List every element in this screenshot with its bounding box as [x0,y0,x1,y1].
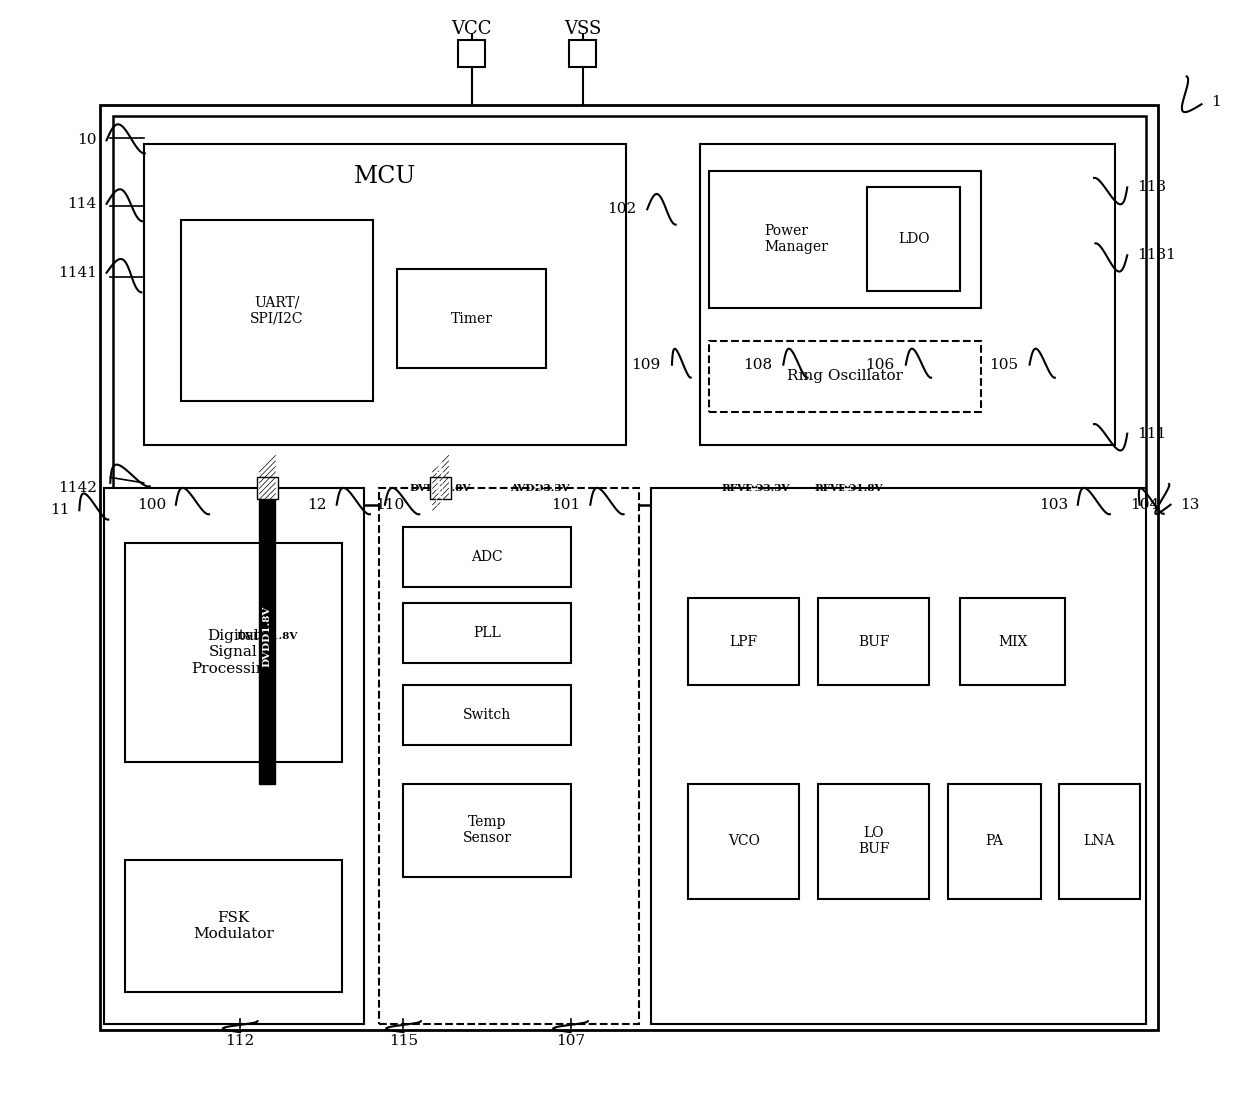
Text: 1142: 1142 [57,482,97,496]
FancyBboxPatch shape [403,527,570,587]
Text: Power
Manager: Power Manager [765,224,828,255]
Text: 1141: 1141 [57,265,97,280]
Text: BUF: BUF [858,634,889,648]
Text: Switch: Switch [463,709,511,722]
Text: PA: PA [986,834,1003,848]
Text: RFVDD1.8V: RFVDD1.8V [844,454,853,522]
FancyBboxPatch shape [181,220,372,400]
FancyBboxPatch shape [960,598,1065,686]
Text: Timer: Timer [450,312,492,326]
FancyBboxPatch shape [818,783,929,898]
Text: 12: 12 [308,498,327,511]
Text: LO
BUF: LO BUF [858,826,889,857]
Text: 104: 104 [1130,498,1159,511]
Text: FSK
Modulator: FSK Modulator [193,911,274,941]
FancyBboxPatch shape [818,598,929,686]
Text: RFVDD3.3V: RFVDD3.3V [722,484,790,493]
Text: VCC: VCC [451,20,492,37]
Text: 109: 109 [631,358,661,372]
FancyBboxPatch shape [947,783,1040,898]
FancyBboxPatch shape [688,783,800,898]
FancyBboxPatch shape [257,477,278,499]
FancyBboxPatch shape [688,598,800,686]
Text: AVDD3.3V: AVDD3.3V [536,459,544,518]
Text: 102: 102 [606,202,636,216]
Text: 100: 100 [136,498,166,511]
FancyBboxPatch shape [403,686,570,746]
Text: 115: 115 [389,1033,418,1048]
FancyBboxPatch shape [1059,783,1140,898]
FancyBboxPatch shape [430,477,451,499]
FancyBboxPatch shape [651,488,1146,1025]
Text: Temp
Sensor: Temp Sensor [463,815,511,846]
Text: DVDD1.8V: DVDD1.8V [237,632,298,641]
Text: 113: 113 [1137,180,1167,194]
Text: VCO: VCO [728,834,760,848]
FancyBboxPatch shape [397,270,546,367]
FancyBboxPatch shape [709,171,981,308]
FancyBboxPatch shape [378,488,639,1025]
Text: LNA: LNA [1084,834,1115,848]
Text: LDO: LDO [898,233,930,247]
FancyBboxPatch shape [569,39,596,67]
Text: MCU: MCU [353,165,417,188]
Text: DVDD1.8V: DVDD1.8V [410,484,471,493]
Text: 101: 101 [551,498,580,511]
Text: 13: 13 [1180,498,1200,511]
FancyBboxPatch shape [144,144,626,444]
Text: AVDD3.3V: AVDD3.3V [510,484,569,493]
Text: PLL: PLL [474,626,501,641]
FancyBboxPatch shape [403,783,570,877]
Text: DVDD1.8V: DVDD1.8V [263,606,272,667]
Text: 105: 105 [990,358,1018,372]
Text: UART/
SPI/I2C: UART/ SPI/I2C [250,295,304,326]
Text: RFVDD1.8V: RFVDD1.8V [815,484,883,493]
Text: MIX: MIX [998,634,1028,648]
Text: 106: 106 [866,358,895,372]
FancyBboxPatch shape [113,116,1146,505]
Text: 10: 10 [77,134,97,147]
Text: RFVDD3.3V: RFVDD3.3V [751,454,760,522]
FancyBboxPatch shape [125,543,342,762]
Text: Ring Oscillator: Ring Oscillator [787,370,903,383]
Text: LPF: LPF [729,634,758,648]
FancyBboxPatch shape [403,603,570,664]
Text: 103: 103 [1039,498,1068,511]
FancyBboxPatch shape [868,188,960,292]
FancyBboxPatch shape [709,340,981,411]
Text: 1131: 1131 [1137,248,1176,262]
FancyBboxPatch shape [701,144,1115,444]
Text: VSS: VSS [564,20,601,37]
Text: 114: 114 [67,196,97,211]
Text: 108: 108 [743,358,773,372]
Text: 1: 1 [1211,95,1221,109]
FancyBboxPatch shape [100,105,1158,1030]
Text: DVDD1.8V: DVDD1.8V [436,457,445,519]
Text: 111: 111 [1137,427,1167,441]
FancyBboxPatch shape [458,39,485,67]
Text: Digital
Signal
Processing: Digital Signal Processing [191,630,275,676]
FancyBboxPatch shape [104,488,363,1025]
Text: 110: 110 [374,498,404,511]
Text: 11: 11 [50,504,69,517]
Text: ADC: ADC [471,550,502,564]
Text: 107: 107 [556,1033,585,1048]
Text: 112: 112 [226,1033,254,1048]
FancyBboxPatch shape [125,860,342,992]
